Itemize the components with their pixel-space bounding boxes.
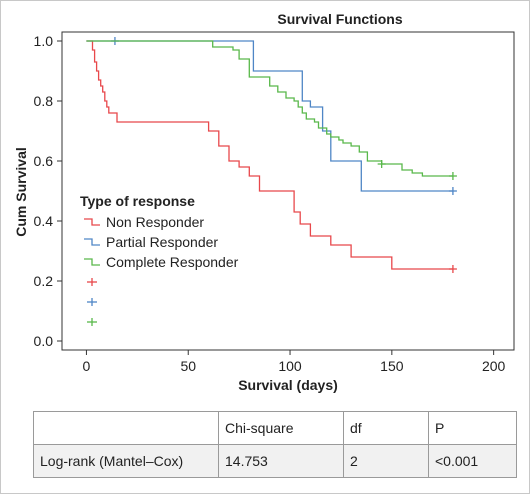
legend-item [87,278,97,286]
survival-curve-2 [86,40,453,177]
legend-title: Type of response [80,193,195,209]
legend-item: Non Responder [84,214,204,230]
x-tick-label: 200 [482,358,506,374]
y-tick-label: 0.8 [34,93,54,109]
legend-swatch [84,238,100,246]
survival-curve-1 [86,40,453,192]
legend-swatch [84,258,100,266]
table-header-cell [33,411,219,445]
log-rank-table: Chi-square df P Log-rank (Mantel–Cox) 14… [33,411,517,478]
y-axis: 0.0 0.2 0.4 0.6 0.8 1.0 [34,33,62,349]
table-header-cell: df [343,411,429,445]
censor-mark [448,187,457,195]
table-cell: 14.753 [218,444,344,478]
x-axis: 0 50 100 150 200 [83,350,506,374]
legend-label: Complete Responder [106,254,239,270]
legend-item [87,318,97,326]
table-cell: Log-rank (Mantel–Cox) [33,444,219,478]
chart-title: Survival Functions [277,11,402,27]
y-tick-label: 1.0 [34,33,54,49]
y-tick-label: 0.4 [34,213,54,229]
table-header-cell: Chi-square [218,411,344,445]
censor-mark [377,160,386,168]
table-cell: <0.001 [428,444,517,478]
series-layer [86,37,457,273]
legend-item: Complete Responder [84,254,239,270]
x-axis-title: Survival (days) [238,377,338,393]
legend-item: Partial Responder [84,234,218,250]
legend-label: Partial Responder [106,234,218,250]
x-tick-label: 50 [180,358,196,374]
legend-swatch [84,218,100,226]
x-tick-label: 0 [83,358,91,374]
legend: Type of response Non Responder Partial Re… [80,193,239,326]
x-tick-label: 100 [278,358,302,374]
survival-chart: Survival Functions 0 50 100 150 200 0.00.20.… [13,11,515,393]
y-tick-label: 0.2 [34,273,54,289]
survival-curve-0 [86,40,453,270]
legend-label: Non Responder [106,214,204,230]
table-row: Log-rank (Mantel–Cox) 14.753 2 <0.001 [33,444,517,478]
table-header-row: Chi-square df P [33,411,517,445]
table-cell: 2 [343,444,429,478]
table-header-cell: P [428,411,517,445]
x-tick-label: 150 [380,358,404,374]
y-axis-title: Cum Survival [13,147,29,236]
censor-mark [448,265,457,273]
y-tick-label: 0.6 [34,153,54,169]
censor-mark [448,172,457,180]
legend-item [87,298,97,306]
y-tick-label: 0.0 [34,333,54,349]
